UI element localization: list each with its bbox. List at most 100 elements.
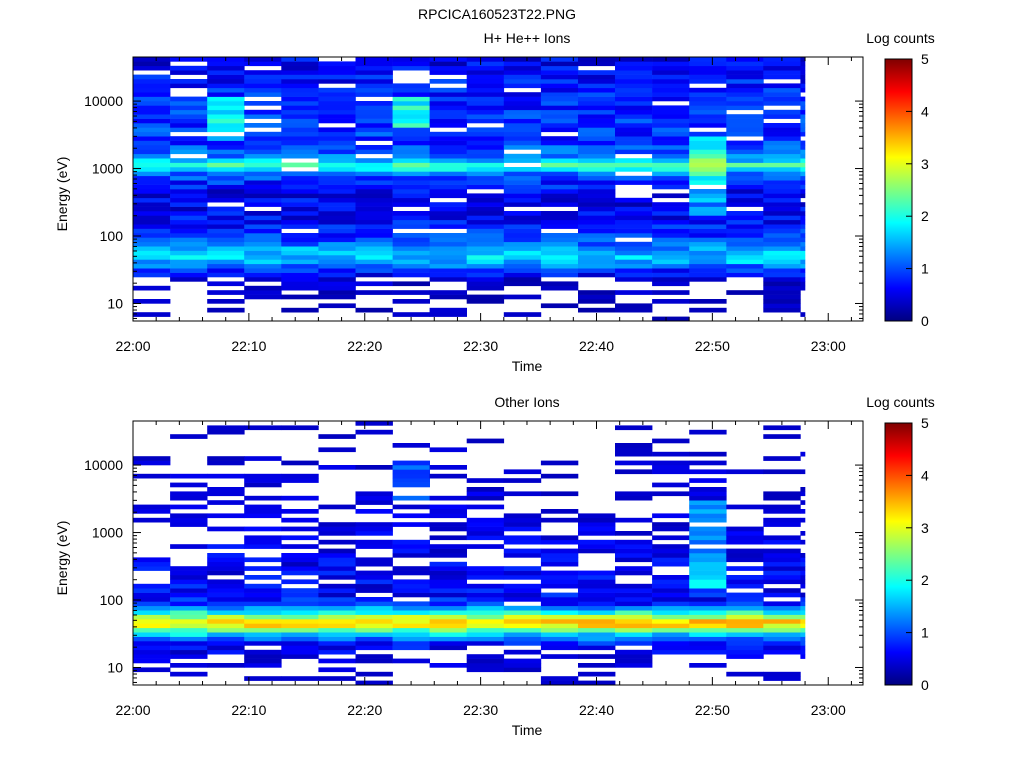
heatmap-cell [170,654,208,659]
heatmap-cell [318,101,356,106]
heatmap-cell [652,109,690,115]
heatmap-cell [763,70,801,75]
heatmap-cell [763,504,801,510]
heatmap-cell [578,597,616,602]
heatmap-cell [429,268,467,273]
heatmap-cell [318,136,356,141]
heatmap-cell [615,636,653,642]
heatmap-cell [281,189,319,194]
heatmap-cell [689,299,727,304]
heatmap-cell [503,255,542,260]
heatmap-cell [540,96,579,102]
heatmap-cell [726,250,764,256]
heatmap-cell [800,312,806,317]
heatmap-cell [652,601,690,607]
heatmap-cell [503,632,542,637]
heatmap-cell [392,601,430,607]
heatmap-cell [355,167,393,172]
heatmap-cell [652,561,690,567]
heatmap-cell [466,299,505,304]
heatmap-cell [466,145,505,150]
heatmap-cell [170,250,208,256]
heatmap-cell [244,610,282,615]
heatmap-cell [689,74,727,80]
heatmap-cell [763,623,801,629]
heatmap-cell [578,601,616,607]
heatmap-cell [170,491,208,497]
heatmap-cell [763,610,801,615]
colorbar-tick-label: 4 [921,467,929,483]
heatmap-cell [689,610,727,615]
heatmap-cell [355,680,393,686]
heatmap-cell [207,299,245,304]
heatmap-cell [429,623,467,629]
heatmap-cell [726,57,764,62]
heatmap-cell [763,535,801,541]
heatmap-cell [244,676,282,681]
heatmap-cell [281,241,319,247]
heatmap-cell [466,268,505,273]
heatmap-cell [763,434,801,439]
heatmap-cell [800,118,806,124]
heatmap-cell [652,136,690,141]
heatmap-cell [763,74,801,80]
heatmap-cell [429,237,467,243]
x-tick-label: 22:40 [579,338,614,354]
heatmap-cell [244,219,282,225]
heatmap-cell [429,57,467,62]
heatmap-cell [318,215,356,221]
heatmap-cell [318,189,356,194]
heatmap-cell [281,57,319,62]
heatmap-cell [392,495,430,501]
heatmap-cell [207,211,245,216]
heatmap-cell [503,522,542,527]
heatmap-cell [466,237,505,243]
heatmap-cell [318,228,356,234]
heatmap-cell [170,202,208,207]
heatmap-cell [318,610,356,615]
heatmap-cell [281,180,319,185]
heatmap-cell [652,228,690,234]
heatmap-cell [615,263,653,269]
heatmap-cell [726,535,764,541]
heatmap-cell [578,575,616,580]
heatmap-cell [170,627,208,633]
heatmap-cell [281,197,319,203]
heatmap-cell [133,127,171,133]
heatmap-cell [170,641,208,646]
heatmap-cell [689,504,727,510]
heatmap-cell [763,636,801,642]
heatmap-cell [318,109,356,115]
heatmap-cell [170,649,208,655]
heatmap-cell [318,114,356,119]
heatmap-cell [318,623,356,629]
heatmap-cell [540,224,579,229]
heatmap-cell [466,597,505,602]
heatmap-cell [763,557,801,563]
heatmap-cell [578,114,616,119]
heatmap-cell [207,145,245,150]
heatmap-cell [800,469,806,475]
heatmap-cell [763,601,801,607]
heatmap-cell [763,495,801,501]
heatmap-cell [170,259,208,265]
heatmap-cell [503,312,542,317]
heatmap-cell [466,601,505,607]
heatmap-cell [207,96,245,102]
heatmap-cell [318,65,356,71]
heatmap-cell [133,197,171,203]
heatmap-cell [318,281,356,287]
heatmap-cell [133,605,171,611]
heatmap-cell [466,57,505,62]
heatmap-cell [281,597,319,602]
heatmap-cell [503,118,542,124]
heatmap-cell [540,548,579,554]
heatmap-cell [763,145,801,150]
heatmap-cell [318,553,356,558]
heatmap-cell [615,65,653,71]
heatmap-cell [207,215,245,221]
heatmap-cell [540,281,579,287]
heatmap-cell [244,162,282,168]
heatmap-cell [318,153,356,159]
